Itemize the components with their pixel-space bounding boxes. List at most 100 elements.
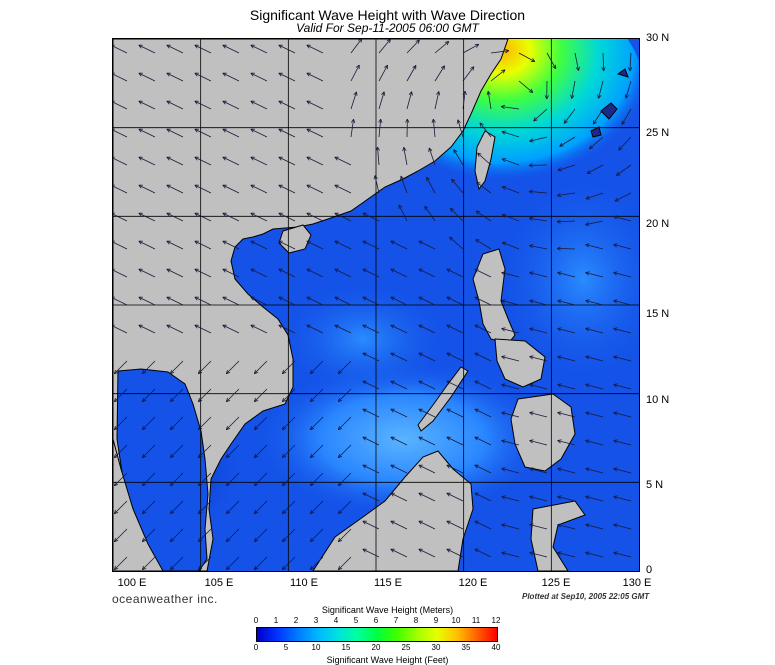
direction-arrow	[194, 72, 212, 82]
direction-arrow	[166, 212, 184, 222]
direction-arrow	[250, 72, 268, 82]
colorbar-title-meters: Significant Wave Height (Meters)	[321, 605, 454, 615]
direction-arrow	[529, 411, 548, 418]
colorbar-meter-tick: 0	[253, 616, 259, 625]
direction-arrow	[418, 408, 436, 418]
direction-arrow	[309, 528, 324, 543]
colorbar-meter-tick: 4	[333, 616, 339, 625]
chart-subtitle: Valid For Sep-11-2005 06:00 GMT	[296, 21, 479, 35]
direction-arrow	[501, 213, 520, 222]
direction-arrow	[557, 355, 576, 362]
direction-arrow	[225, 444, 240, 459]
direction-arrow	[390, 324, 408, 334]
direction-arrow	[529, 244, 548, 250]
direction-arrow	[250, 240, 268, 250]
direction-arrow	[278, 268, 296, 278]
direction-arrow	[306, 324, 324, 334]
direction-arrow	[613, 271, 632, 278]
direction-arrow	[169, 416, 184, 431]
wave-direction-arrows	[113, 39, 633, 571]
direction-arrow	[585, 495, 604, 502]
direction-arrow	[557, 551, 576, 558]
direction-arrow	[546, 52, 557, 70]
direction-arrow	[446, 268, 464, 278]
direction-arrow	[253, 360, 268, 375]
direction-arrow	[474, 408, 492, 418]
colorbar-meter-tick: 11	[471, 616, 481, 625]
lat-label-0: 0	[646, 564, 653, 576]
colorbar-meter-tick: 9	[433, 616, 439, 625]
lat-label-30: 30 N	[646, 32, 670, 44]
direction-arrow	[390, 296, 408, 306]
lat-label-15: 15 N	[646, 308, 670, 320]
direction-arrow	[449, 207, 464, 222]
direction-arrow	[222, 100, 240, 110]
direction-arrow	[166, 44, 184, 54]
direction-arrow	[406, 65, 417, 82]
colorbar-meter-tick: 1	[273, 616, 279, 625]
direction-arrow	[250, 156, 268, 166]
direction-arrow	[390, 492, 408, 502]
direction-arrow	[194, 184, 212, 194]
direction-arrow	[169, 472, 184, 487]
direction-arrow	[446, 436, 464, 446]
direction-arrow	[197, 500, 212, 515]
direction-arrow	[166, 324, 184, 334]
direction-arrow	[574, 52, 580, 71]
direction-arrow	[501, 299, 520, 306]
direction-arrow	[446, 548, 464, 558]
colorbar-feet-tick: 10	[311, 643, 321, 652]
direction-arrow	[474, 548, 492, 558]
direction-arrow	[462, 90, 467, 110]
direction-arrow	[250, 184, 268, 194]
colorbar-meter-tick: 8	[413, 616, 419, 625]
direction-arrow	[501, 130, 520, 138]
direction-arrow	[138, 184, 156, 194]
direction-arrow	[222, 212, 240, 222]
lat-label-5: 5 N	[646, 479, 664, 491]
direction-arrow	[278, 128, 296, 138]
colorbar-meter-tick: 3	[313, 616, 319, 625]
direction-arrow	[306, 296, 324, 306]
direction-arrow	[585, 523, 604, 530]
colorbar	[256, 627, 498, 642]
direction-arrow	[141, 556, 156, 571]
direction-arrow	[169, 500, 184, 515]
direction-arrow	[253, 444, 268, 459]
direction-arrow	[390, 240, 408, 250]
direction-arrow	[225, 556, 240, 571]
direction-arrow	[501, 355, 520, 362]
direction-arrow	[362, 464, 380, 474]
direction-arrow	[225, 388, 240, 403]
direction-arrow	[475, 210, 492, 222]
colorbar-feet-tick: 25	[401, 643, 411, 652]
direction-arrow	[529, 136, 548, 143]
direction-arrow	[113, 184, 128, 194]
direction-arrow	[281, 416, 296, 431]
direction-arrow	[585, 299, 604, 306]
direction-arrow	[528, 189, 548, 194]
direction-arrow	[378, 91, 386, 110]
direction-arrow	[528, 163, 548, 168]
direction-arrow	[362, 352, 380, 362]
direction-arrow	[557, 164, 576, 172]
direction-arrow	[557, 467, 576, 474]
direction-arrow	[434, 65, 445, 82]
direction-arrow	[113, 128, 128, 138]
plotted-timestamp: Plotted at Sep10, 2005 22:05 GMT	[522, 592, 650, 601]
direction-arrow	[113, 388, 128, 403]
colorbar-meter-tick: 6	[373, 616, 379, 625]
colorbar-feet-tick: 5	[283, 643, 289, 652]
direction-arrow	[601, 52, 606, 72]
direction-arrow	[113, 324, 128, 334]
direction-arrow	[362, 268, 380, 278]
direction-arrow	[113, 360, 128, 375]
direction-arrow	[426, 176, 436, 194]
direction-arrow	[528, 216, 548, 222]
direction-arrow	[253, 388, 268, 403]
colorbar-feet-tick: 35	[461, 643, 471, 652]
direction-arrow	[390, 352, 408, 362]
direction-arrow	[390, 268, 408, 278]
direction-arrow	[529, 355, 548, 362]
direction-arrow	[529, 439, 548, 446]
